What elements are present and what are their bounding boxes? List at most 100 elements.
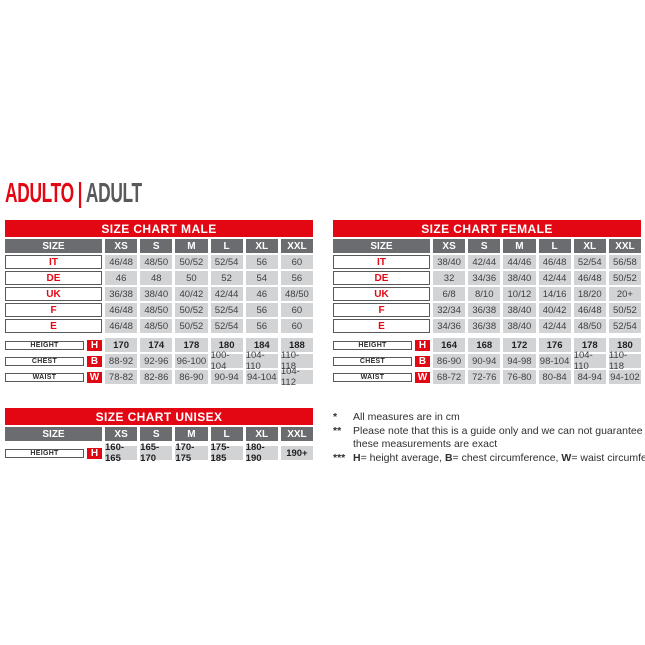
row-label: IT <box>333 255 430 269</box>
column-header: XXL <box>608 239 641 253</box>
size-cell: 50/52 <box>175 255 208 269</box>
size-cell: 6/8 <box>433 287 466 301</box>
size-cell: 52 <box>210 271 243 285</box>
footnote-row: *** H= height average, B= chest circumfer… <box>333 452 645 465</box>
size-cell: 52/54 <box>210 255 243 269</box>
column-header: L <box>538 239 571 253</box>
size-cell: 44/46 <box>503 255 536 269</box>
size-cell: 34/36 <box>433 319 466 333</box>
footnote-row: * All measures are in cm <box>333 411 645 424</box>
row-label: DE <box>5 271 102 285</box>
footnote-text: All measures are in cm <box>353 411 460 423</box>
size-cell: 50 <box>175 271 208 285</box>
row-label: F <box>5 303 102 317</box>
measure-cell: 175-185 <box>210 442 243 464</box>
row-gap-spacer <box>333 335 641 336</box>
measure-badge: B <box>87 355 102 367</box>
footnote-text: H= height average, B= chest circumferenc… <box>353 452 645 464</box>
footnote-marker: *** <box>333 452 346 464</box>
measure-cell: 104-110 <box>573 350 606 372</box>
size-cell: 48/50 <box>140 255 173 269</box>
size-cell: 20+ <box>608 287 641 301</box>
measure-cell: 72-76 <box>468 370 501 384</box>
measure-cell: 94-104 <box>245 370 278 384</box>
measure-cell: 104-110 <box>245 350 278 372</box>
measure-cell: 96-100 <box>175 354 208 368</box>
footnote-marker: * <box>333 411 338 423</box>
size-cell: 54 <box>245 271 278 285</box>
size-cell: 34/36 <box>468 271 501 285</box>
measure-row-label: WAIST W <box>5 370 102 384</box>
size-cell: 36/38 <box>468 303 501 317</box>
size-cell: 32/34 <box>433 303 466 317</box>
size-cell: 56 <box>245 319 278 333</box>
measure-label: WAIST <box>333 372 412 382</box>
size-cell: 38/40 <box>433 255 466 269</box>
page-title-primary: ADULTO <box>5 177 74 208</box>
column-header: M <box>175 427 208 441</box>
size-cell: 46 <box>245 287 278 301</box>
row-label: E <box>333 319 430 333</box>
footnote-row: ** Please note that this is a guide only … <box>333 425 645 451</box>
size-cell: 56 <box>280 271 313 285</box>
size-cell: 42/44 <box>538 271 571 285</box>
size-cell: 50/52 <box>175 303 208 317</box>
page-title-separator: | <box>77 177 83 208</box>
measure-row-label: HEIGHT H <box>5 338 102 352</box>
size-label-header: SIZE <box>333 239 430 253</box>
measure-label: WAIST <box>5 372 84 382</box>
measure-badge: W <box>415 371 430 383</box>
column-header: XXL <box>280 239 313 253</box>
measure-label: HEIGHT <box>5 448 84 458</box>
size-cell: 52/54 <box>573 255 606 269</box>
page-title-secondary: ADULT <box>85 177 142 208</box>
footnote-marker: ** <box>333 425 342 437</box>
row-label: DE <box>333 271 430 285</box>
measure-cell: 94-102 <box>608 370 641 384</box>
size-cell: 46/48 <box>105 303 138 317</box>
size-cell: 46/48 <box>105 255 138 269</box>
measure-cell: 168 <box>468 338 501 352</box>
measure-cell: 170 <box>105 338 138 352</box>
measure-cell: 178 <box>573 338 606 352</box>
measure-badge: B <box>415 355 430 367</box>
measure-cell: 180 <box>608 338 641 352</box>
measure-cell: 90-94 <box>468 354 501 368</box>
measure-cell: 80-84 <box>538 370 571 384</box>
column-header: S <box>468 239 501 253</box>
size-cell: 40/42 <box>538 303 571 317</box>
measure-cell: 110-118 <box>280 350 313 372</box>
table-title: SIZE CHART FEMALE <box>333 220 641 237</box>
footnote-text: Please note that this is a guide only an… <box>353 425 643 450</box>
column-header: XL <box>245 427 278 441</box>
measure-row-label: WAIST W <box>333 370 430 384</box>
size-cell: 42/44 <box>210 287 243 301</box>
measure-cell: 180-190 <box>245 442 278 464</box>
size-cell: 50/52 <box>608 271 641 285</box>
measure-label: HEIGHT <box>5 340 84 350</box>
column-header: L <box>210 239 243 253</box>
tables-row-unisex: SIZE CHART UNISEX SIZE XS S M L XL XXL HEIGHT H 16… <box>5 408 645 466</box>
measure-cell: 98-104 <box>538 354 571 368</box>
measure-badge: H <box>87 339 102 351</box>
row-label: UK <box>333 287 430 301</box>
measure-cell: 165-170 <box>140 442 173 464</box>
measure-cell: 176 <box>538 338 571 352</box>
size-cell: 18/20 <box>573 287 606 301</box>
size-cell: 52/54 <box>210 303 243 317</box>
size-label-header: SIZE <box>5 427 102 441</box>
column-header: XS <box>105 239 138 253</box>
row-label: E <box>5 319 102 333</box>
size-cell: 38/40 <box>140 287 173 301</box>
footnotes: * All measures are in cm ** Please note tha… <box>333 408 645 466</box>
size-cell: 46/48 <box>105 319 138 333</box>
measure-cell: 88-92 <box>105 354 138 368</box>
measure-cell: 164 <box>433 338 466 352</box>
measure-cell: 190+ <box>280 446 313 460</box>
size-cell: 50/52 <box>608 303 641 317</box>
measure-cell: 92-96 <box>140 354 173 368</box>
size-cell: 52/54 <box>608 319 641 333</box>
size-chart-female-table: SIZE CHART FEMALE SIZE XS S M L XL XXL IT 38/40 42… <box>333 220 641 384</box>
column-header: XL <box>245 239 278 253</box>
